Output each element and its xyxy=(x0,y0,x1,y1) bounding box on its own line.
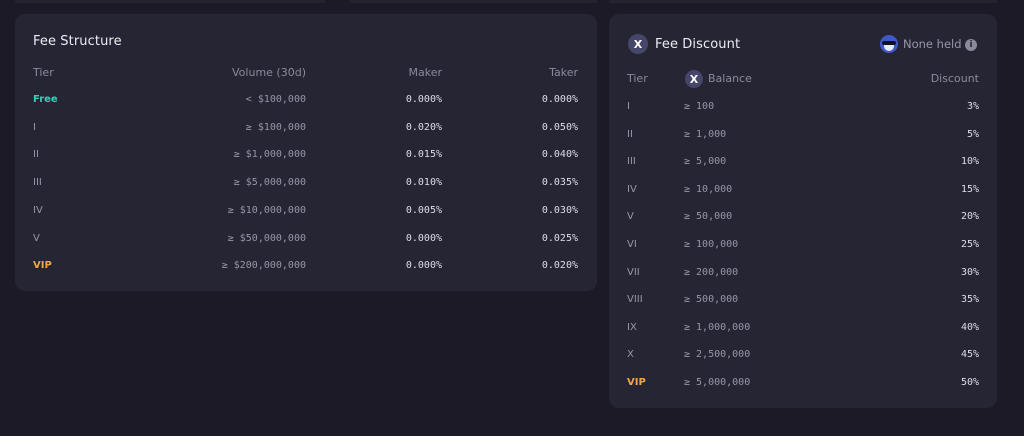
discount-row-discount: 3% xyxy=(966,101,979,112)
discount-row-tier: II xyxy=(627,128,633,140)
fee-discount-title: Fee Discount xyxy=(655,37,741,52)
discount-row-balance: ≥ 500,000 xyxy=(684,294,739,306)
fee-row-tier: IV xyxy=(33,204,43,216)
x-token-icon xyxy=(628,34,648,54)
top-strip-left xyxy=(15,0,325,3)
fee-header-tier: Tier xyxy=(33,66,54,79)
discount-row-balance: ≥ 5,000 xyxy=(684,156,727,168)
fee-header-volume: Volume (30d) xyxy=(232,66,306,79)
discount-row-tier: VII xyxy=(627,266,640,278)
fee-row-taker: 0.035% xyxy=(541,177,578,189)
fee-row-maker: 0.000% xyxy=(405,94,442,105)
discount-row-discount: 50% xyxy=(960,377,979,388)
discount-header-balance: Balance xyxy=(708,72,752,85)
discount-row-discount: 15% xyxy=(960,183,979,195)
fee-row-maker: 0.010% xyxy=(405,177,442,189)
discount-row-discount: 35% xyxy=(960,294,979,306)
fee-discount-card: Fee Discount None held Tier Balance Disc… xyxy=(609,14,997,408)
x-token-small-icon xyxy=(685,70,703,88)
discount-row-balance: ≥ 2,500,000 xyxy=(684,349,751,361)
discount-row-balance: ≥ 1,000 xyxy=(684,128,727,140)
discount-row-balance: ≥ 50,000 xyxy=(684,211,733,223)
fee-row-volume: ≥ $1,000,000 xyxy=(233,149,306,161)
discount-row-discount: 20% xyxy=(960,211,979,223)
discount-row-tier: I xyxy=(627,101,630,112)
top-strip-mid xyxy=(350,0,597,3)
fee-row-volume: ≥ $50,000,000 xyxy=(227,232,306,244)
fee-row-volume: ≥ $5,000,000 xyxy=(233,177,306,189)
fee-structure-card: Fee Structure Tier Volume (30d) Maker Ta… xyxy=(15,14,597,291)
discount-row-discount: 25% xyxy=(960,239,979,250)
fee-row-tier: III xyxy=(33,177,42,189)
fee-row-taker: 0.030% xyxy=(541,204,578,216)
discount-row-balance: ≥ 1,000,000 xyxy=(684,321,751,333)
discount-row-discount: 40% xyxy=(960,321,979,333)
discount-row-tier: X xyxy=(627,349,634,361)
fee-row-maker: 0.020% xyxy=(405,121,442,133)
discount-row-balance: ≥ 5,000,000 xyxy=(684,377,751,388)
mascot-avatar-icon xyxy=(880,35,898,53)
discount-row-discount: 45% xyxy=(960,349,979,361)
discount-header-tier: Tier xyxy=(627,72,648,85)
fee-row-volume: ≥ $100,000 xyxy=(245,121,306,133)
discount-row-discount: 5% xyxy=(966,128,979,140)
fee-row-maker: 0.000% xyxy=(405,232,442,244)
fee-row-volume: ≥ $200,000,000 xyxy=(221,260,306,272)
fee-row-taker: 0.050% xyxy=(541,121,578,133)
discount-row-tier: III xyxy=(627,156,636,168)
fee-header-maker: Maker xyxy=(408,66,443,79)
discount-row-tier: IV xyxy=(627,183,637,195)
fee-row-tier: II xyxy=(33,149,39,161)
discount-row-balance: ≥ 200,000 xyxy=(684,266,739,278)
fee-row-maker: 0.000% xyxy=(405,260,442,272)
discount-row-tier: VIP xyxy=(627,377,646,388)
fee-row-tier: VIP xyxy=(33,260,52,272)
discount-row-tier: VI xyxy=(627,239,637,250)
fee-structure-title: Fee Structure xyxy=(33,34,122,49)
fee-row-maker: 0.005% xyxy=(405,204,442,216)
none-held-label: None held xyxy=(903,37,962,51)
discount-row-tier: IX xyxy=(627,321,637,333)
top-strip-right xyxy=(609,0,997,3)
fee-row-tier: V xyxy=(33,232,40,244)
discount-row-tier: V xyxy=(627,211,634,223)
fee-row-taker: 0.020% xyxy=(541,260,578,272)
fee-header-taker: Taker xyxy=(549,66,578,79)
fee-row-taker: 0.000% xyxy=(541,94,578,105)
fee-row-tier: I xyxy=(33,121,36,133)
fee-row-tier: Free xyxy=(33,94,58,105)
discount-row-discount: 10% xyxy=(960,156,979,168)
fee-row-maker: 0.015% xyxy=(405,149,442,161)
fee-row-volume: < $100,000 xyxy=(245,94,306,105)
fee-row-volume: ≥ $10,000,000 xyxy=(227,204,306,216)
discount-row-balance: ≥ 100,000 xyxy=(684,239,739,250)
discount-row-discount: 30% xyxy=(960,266,979,278)
discount-row-tier: VIII xyxy=(627,294,643,306)
fee-row-taker: 0.040% xyxy=(541,149,578,161)
discount-row-balance: ≥ 100 xyxy=(684,101,715,112)
discount-row-balance: ≥ 10,000 xyxy=(684,183,733,195)
discount-header-discount: Discount xyxy=(930,72,979,85)
info-icon[interactable] xyxy=(965,39,977,51)
fee-row-taker: 0.025% xyxy=(541,232,578,244)
